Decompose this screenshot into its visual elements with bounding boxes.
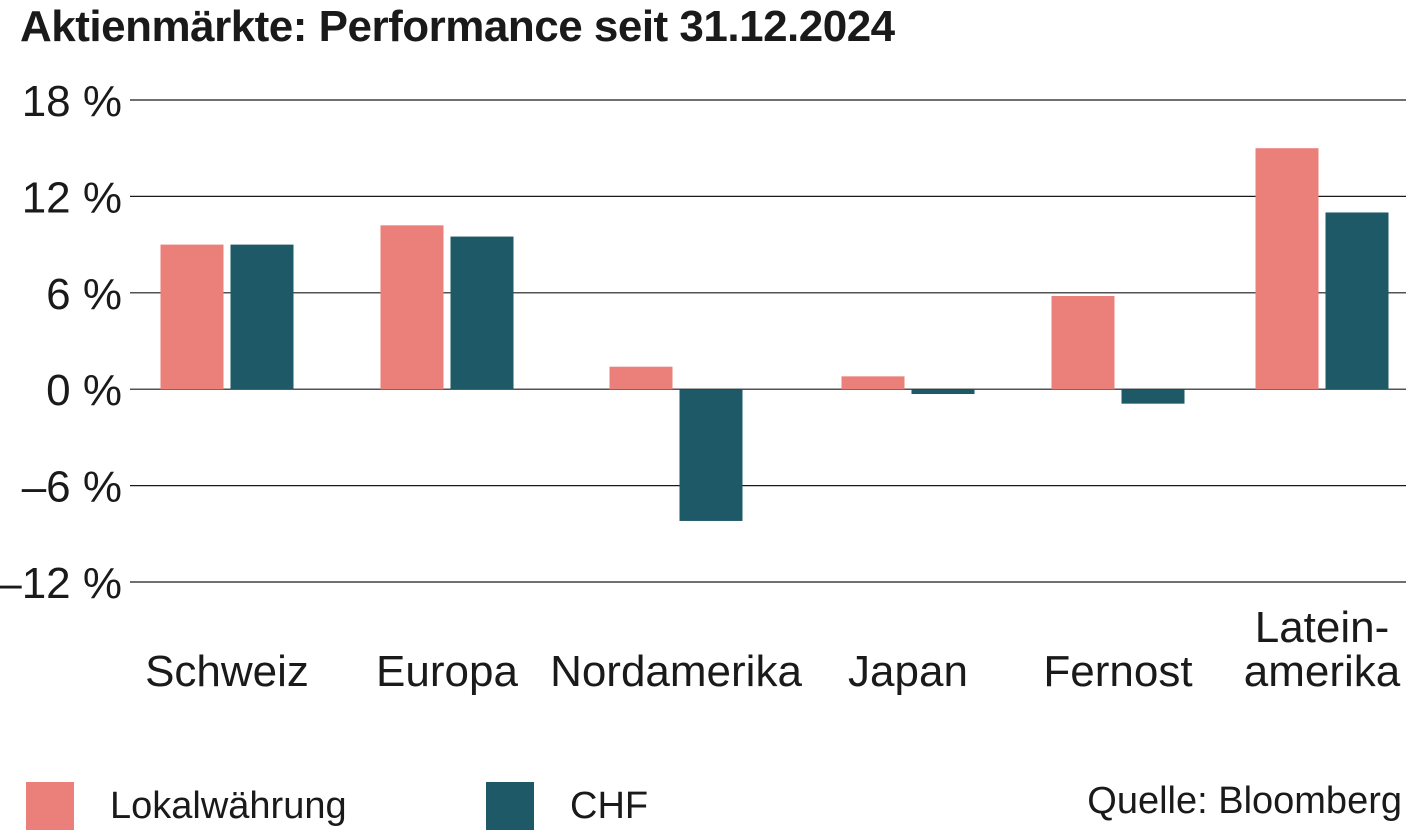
y-tick-label-3: 0 % <box>46 366 122 415</box>
x-axis-ticks: Schweiz Europa Nordamerika Japan Fernost Late… <box>145 603 1401 696</box>
chart-title: Aktienmärkte: Performance seit 31.12.202… <box>20 2 895 51</box>
y-axis-ticks: 18 % 12 % 6 % 0 % –6 % –12 % <box>0 77 122 608</box>
source-note: Quelle: Bloomberg <box>1087 780 1402 822</box>
bar-chart: 18 % 12 % 6 % 0 % –6 % –12 % Schweiz Europa Nor… <box>0 77 1406 696</box>
x-tick-label-5-1: amerika <box>1244 647 1401 696</box>
y-tick-label-0: 18 % <box>22 77 122 126</box>
y-tick-label-4: –6 % <box>22 463 122 512</box>
bar-lokal-5 <box>1255 148 1319 390</box>
x-tick-label-4-0: Fernost <box>1043 647 1192 696</box>
x-tick-label-1-0: Europa <box>376 647 518 696</box>
legend-swatch-0 <box>26 782 74 830</box>
y-tick-label-2: 6 % <box>46 270 122 319</box>
y-tick-label-5: –12 % <box>0 559 122 608</box>
bar-chf-3 <box>911 389 975 395</box>
legend-label-1: CHF <box>570 784 649 827</box>
x-tick-label-5-0: Latein- <box>1255 603 1390 652</box>
bar-lokal-1 <box>380 225 444 390</box>
bar-chf-1 <box>450 236 514 390</box>
bars <box>160 148 1389 521</box>
bar-chf-5 <box>1325 212 1389 390</box>
bar-lokal-4 <box>1051 296 1115 390</box>
bar-chf-4 <box>1121 389 1185 404</box>
legend-swatch-1 <box>486 782 534 830</box>
bar-lokal-3 <box>841 376 905 390</box>
y-tick-label-1: 12 % <box>22 173 122 222</box>
bar-chf-2 <box>679 389 743 521</box>
grid-lines <box>130 99 1406 583</box>
bar-lokal-0 <box>160 244 224 390</box>
bar-lokal-2 <box>609 366 673 390</box>
x-tick-label-3-0: Japan <box>848 647 968 696</box>
legend-item-0: Lokalwährung <box>26 780 347 832</box>
legend-item-1: CHF <box>486 780 648 832</box>
bar-chf-0 <box>230 244 294 390</box>
legend-label-0: Lokalwährung <box>110 784 347 827</box>
x-tick-label-0-0: Schweiz <box>145 647 309 696</box>
x-tick-label-2-0: Nordamerika <box>550 647 802 696</box>
